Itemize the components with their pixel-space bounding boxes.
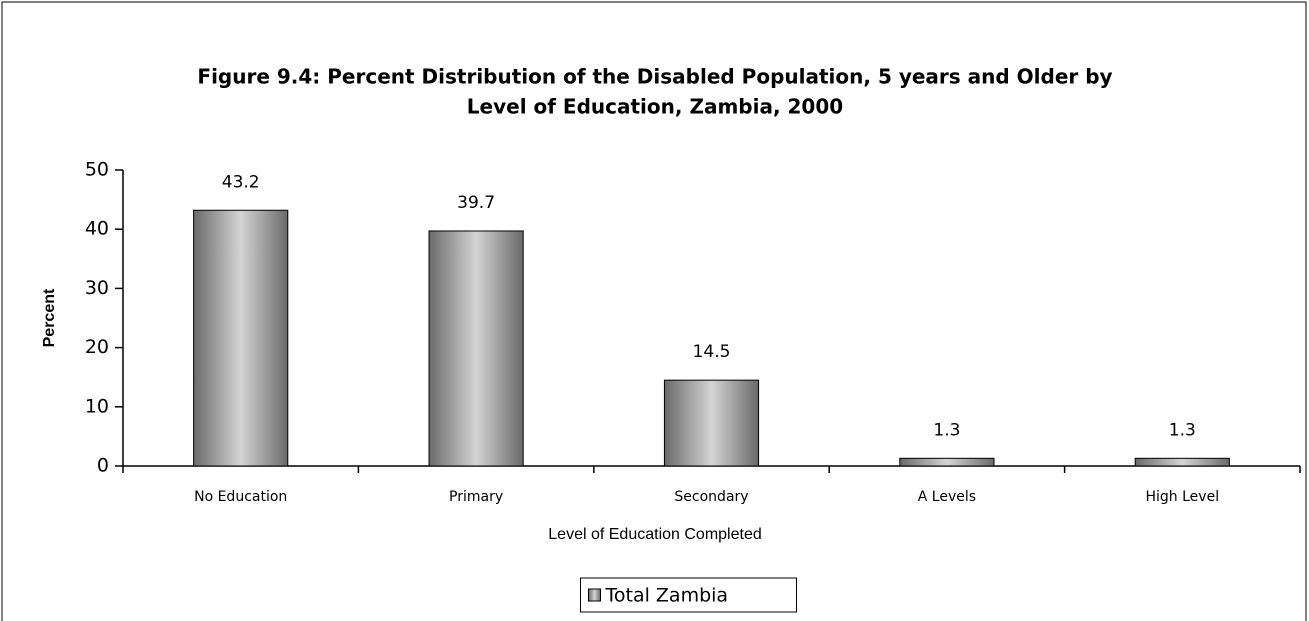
value-label: 43.2 bbox=[222, 172, 260, 192]
x-axis-title: Level of Education Completed bbox=[548, 526, 761, 543]
x-tick-label: High Level bbox=[1146, 489, 1220, 505]
value-label: 14.5 bbox=[693, 342, 731, 362]
y-tick-label: 10 bbox=[85, 395, 109, 417]
legend-box bbox=[580, 577, 797, 613]
legend-swatch bbox=[588, 588, 601, 602]
x-tick-label: No Education bbox=[194, 489, 287, 505]
bar bbox=[1134, 457, 1230, 467]
x-tick-label: Primary bbox=[449, 489, 503, 505]
bar bbox=[193, 209, 289, 467]
bar bbox=[899, 457, 995, 467]
value-label: 1.3 bbox=[933, 420, 960, 440]
bar bbox=[428, 230, 524, 467]
chart-title: Figure 9.4: Percent Distribution of the … bbox=[197, 65, 1112, 89]
y-axis-title: Percent bbox=[41, 288, 58, 347]
y-tick-label: 20 bbox=[85, 336, 109, 358]
y-tick-label: 40 bbox=[85, 218, 109, 240]
x-tick-label: A Levels bbox=[918, 489, 976, 505]
value-label: 39.7 bbox=[457, 193, 495, 213]
bar bbox=[663, 379, 760, 467]
value-label: 1.3 bbox=[1169, 420, 1196, 440]
chart-title: Level of Education, Zambia, 2000 bbox=[467, 95, 843, 119]
y-tick-label: 30 bbox=[85, 277, 109, 299]
y-tick-label: 0 bbox=[97, 455, 109, 477]
legend-label: Total Zambia bbox=[605, 585, 729, 607]
x-tick-label: Secondary bbox=[674, 489, 748, 505]
y-tick-label: 50 bbox=[85, 159, 109, 181]
